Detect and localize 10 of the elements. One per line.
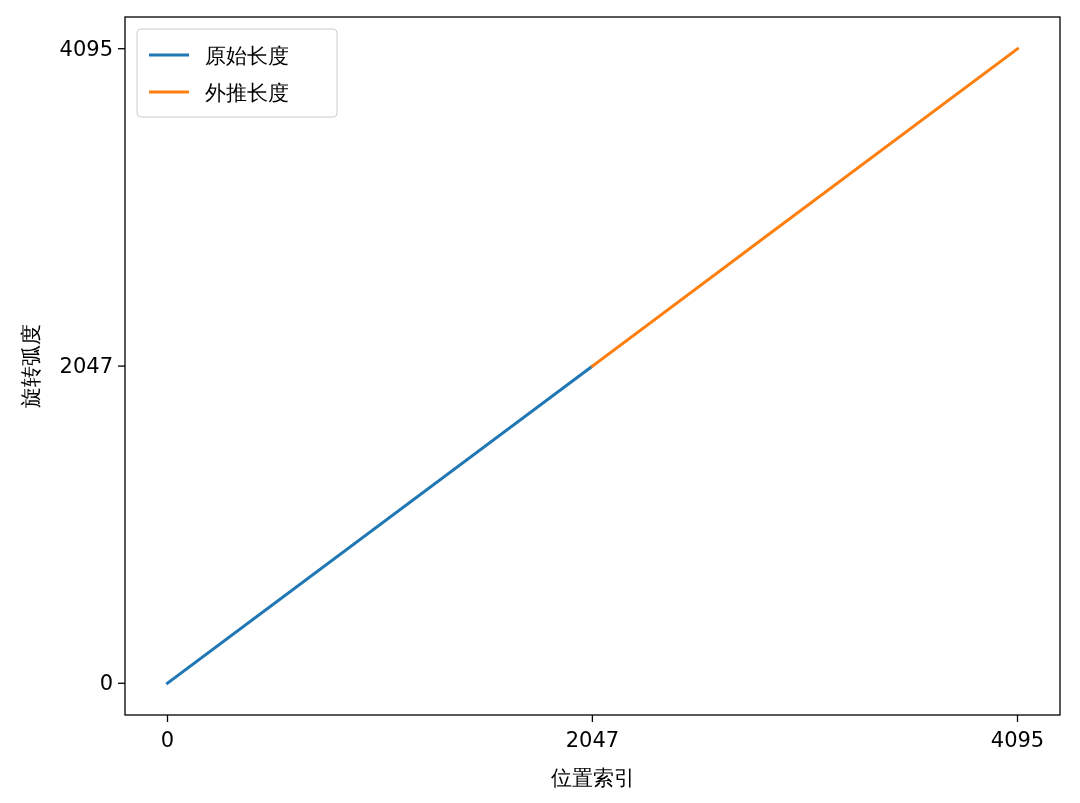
x-axis-title: 位置索引 (550, 766, 635, 790)
legend-label: 原始长度 (205, 44, 289, 68)
y-tick-label: 4095 (59, 36, 113, 61)
x-tick-label: 0 (160, 728, 175, 752)
legend-label: 外推长度 (205, 81, 289, 105)
y-tick-label: 0 (99, 671, 113, 696)
x-tick-label: 2047 (565, 728, 620, 752)
x-tick-label: 4095 (990, 728, 1045, 752)
y-tick-label: 2047 (59, 354, 113, 379)
y-axis-title: 旋转弧度 (19, 324, 43, 408)
